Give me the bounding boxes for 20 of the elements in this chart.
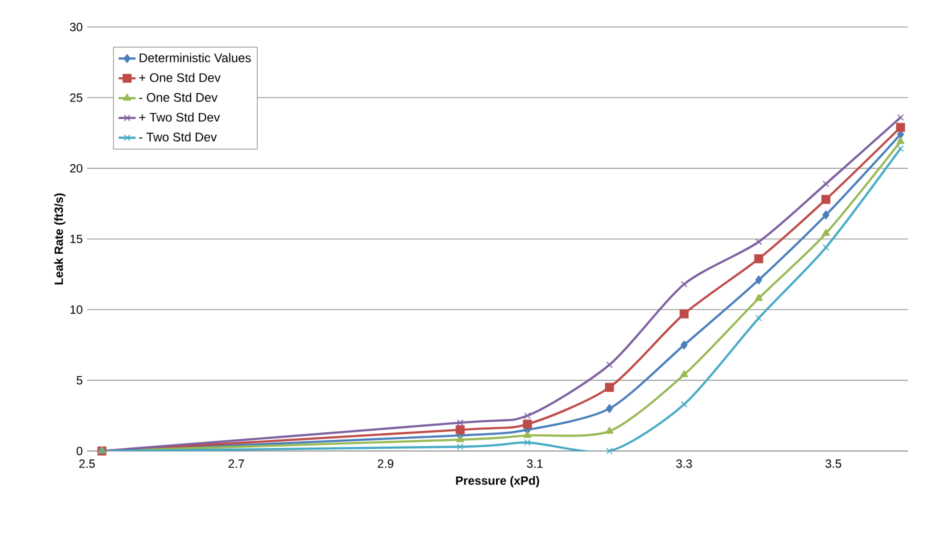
y-tick-label: 25 (70, 93, 82, 102)
x-tick-label: 2.5 (79, 459, 95, 468)
legend-label: - One Std Dev (139, 92, 218, 102)
legend-label: - Two Std Dev (139, 132, 217, 142)
x-axis-title: Pressure (xPd) (456, 476, 540, 488)
y-tick-label: 10 (70, 305, 82, 314)
y-tick-label: 5 (76, 376, 82, 384)
x-tick-label: 3.5 (826, 459, 842, 468)
x-tick-label: 2.7 (228, 459, 244, 468)
legend-label: + Two Std Dev (139, 112, 220, 122)
x-tick-label: 2.9 (378, 459, 394, 468)
y-tick-label: 15 (70, 234, 82, 244)
legend-label: + One Std Dev (139, 72, 221, 82)
legend-label: Deterministic Values (140, 53, 251, 62)
x-tick-label: 3.1 (526, 459, 543, 468)
y-axis-title: Leak Rate (ft3/s) (54, 193, 66, 284)
y-tick-label: 0 (76, 446, 82, 456)
y-tick-label: 20 (70, 164, 82, 173)
x-tick-label: 3.3 (676, 459, 692, 468)
y-tick-label: 30 (70, 22, 82, 32)
